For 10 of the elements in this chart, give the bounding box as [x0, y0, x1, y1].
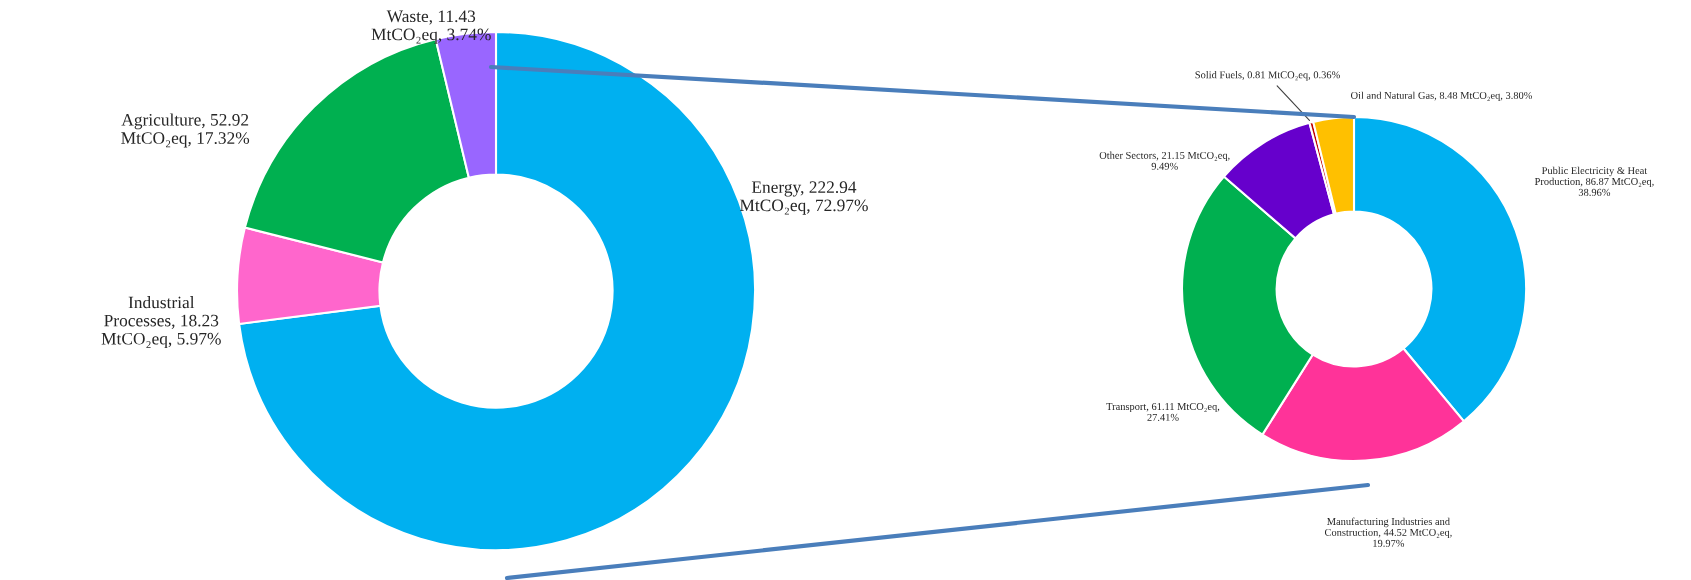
- slice-label: Industrial Processes, 18.23 MtCO₂eq, 5.97%: [101, 296, 221, 349]
- slice-label: Waste, 11.43 MtCO₂eq, 3.74%: [371, 10, 491, 44]
- slice-label: Agriculture, 52.92 MtCO₂eq, 17.32%: [121, 113, 250, 148]
- slice-label: Transport, 61.11 MtCO₂eq, 27.41%: [1106, 403, 1220, 421]
- slice-label: Manufacturing Industries and Construction, 44.52 MtCO₂eq, 19.97%: [1324, 517, 1452, 547]
- slice-label: Oil and Natural Gas, 8.48 MtCO₂eq, 3.80%: [1350, 91, 1533, 102]
- slice-label: Solid Fuels, 0.81 MtCO₂eq, 0.36%: [1195, 71, 1340, 81]
- slice-label: Public Electricity & Heat Production, 86.87 MtCO₂eq, 38.96%: [1534, 166, 1654, 196]
- slice-label: Energy, 222.94 MtCO₂eq, 72.97%: [739, 181, 868, 215]
- slice-label: Other Sectors, 21.15 MtCO₂eq, 9.49%: [1099, 151, 1230, 170]
